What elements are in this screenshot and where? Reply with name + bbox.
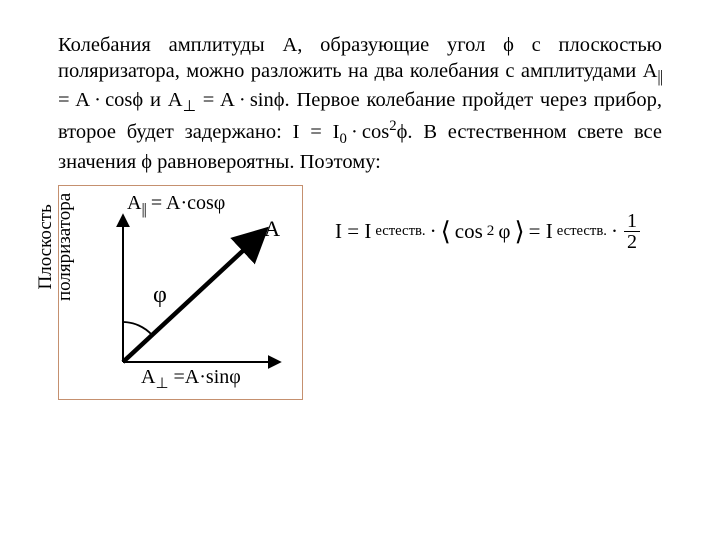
- formula-mid3: ·: [611, 219, 618, 244]
- para-par-sub: ||: [657, 67, 662, 86]
- formula-cos: cos: [455, 219, 483, 244]
- para-sq: 2: [389, 118, 396, 134]
- vector-a: [123, 234, 261, 362]
- para-zero-sub: 0: [339, 131, 346, 147]
- formula-sq: 2: [487, 223, 495, 240]
- para-mid1: = A · cosϕ и A: [58, 89, 183, 111]
- fraction-num: 1: [624, 211, 640, 232]
- angle-arc: [123, 322, 152, 335]
- phi-angle-label: φ: [153, 282, 167, 309]
- body-paragraph: Колебания амплитуды А, образующие угол ϕ…: [58, 32, 662, 175]
- a-parallel-label: A|| = A·cosφ: [127, 192, 225, 219]
- formula-mid1: ·: [430, 219, 437, 244]
- a-vector-label: A: [264, 216, 280, 242]
- intensity-formula: I = Iестеств. · ⟨cos2 φ⟩ = Iестеств. · 1…: [335, 185, 640, 252]
- content-row: Плоскостьполяризатора A|| = A·cosφ A φ A…: [58, 185, 662, 400]
- formula-mid2: = I: [529, 219, 553, 244]
- para-pre: Колебания амплитуды А, образующие угол ϕ…: [58, 34, 662, 82]
- formula-phi: φ: [498, 219, 510, 244]
- formula-sub2: естеств.: [557, 223, 607, 240]
- formula-sub1: естеств.: [375, 223, 425, 240]
- formula-fraction: 1 2: [624, 211, 640, 252]
- para-perp-sub: ⊥: [183, 98, 196, 115]
- vertical-axis-label: Плоскостьполяризатора: [36, 193, 74, 301]
- formula-lhs: I = I: [335, 219, 371, 244]
- fraction-den: 2: [624, 232, 640, 252]
- para-mid3: · cos: [347, 121, 389, 143]
- vector-diagram: Плоскостьполяризатора A|| = A·cosφ A φ A…: [58, 185, 303, 400]
- a-perp-label: A⊥ =A·sinφ: [141, 366, 241, 393]
